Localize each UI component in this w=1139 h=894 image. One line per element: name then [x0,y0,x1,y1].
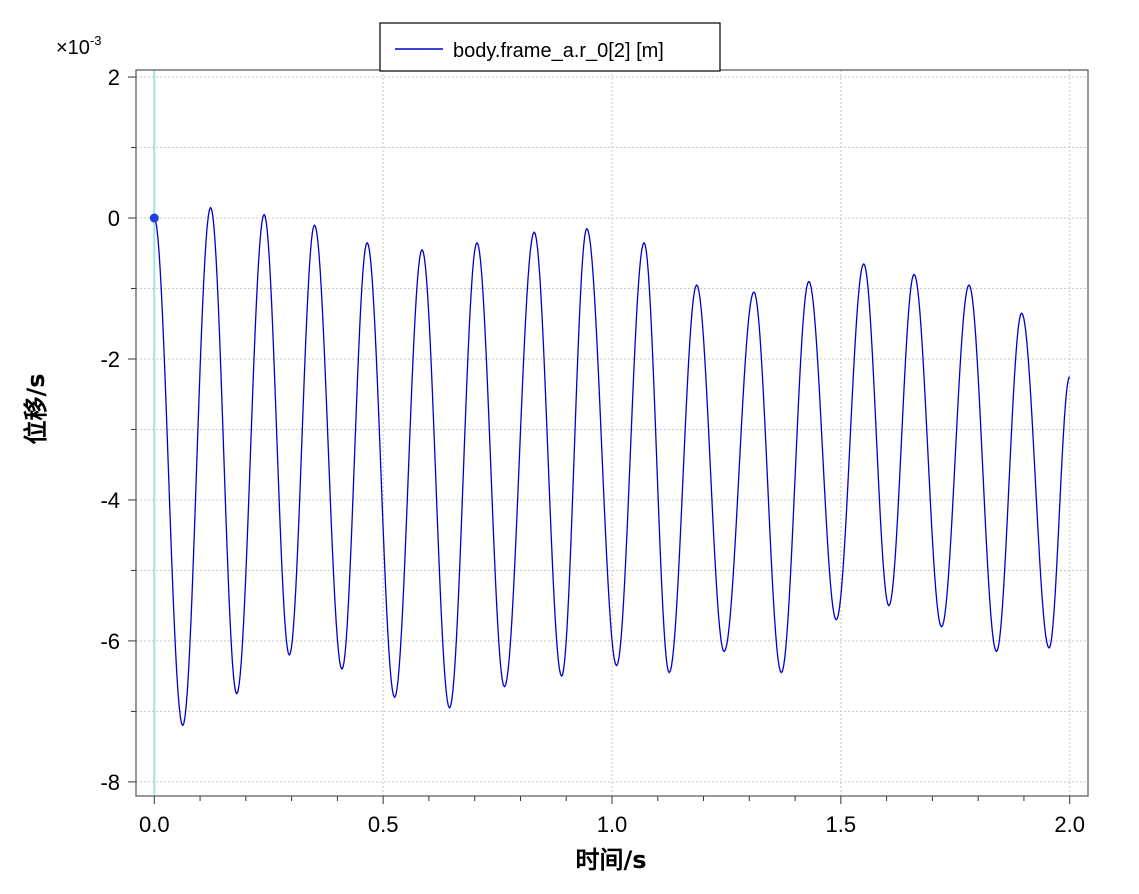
x-tick-label: 0.5 [368,812,399,837]
y-tick-label: 0 [108,206,120,231]
y-tick-label: -4 [100,488,120,513]
x-tick-label: 1.0 [597,812,628,837]
grid [136,70,1088,796]
legend-label: body.frame_a.r_0[2] [m] [453,40,664,62]
y-multiplier-exponent: -3 [90,33,102,48]
y-tick-label: -6 [100,629,120,654]
legend-box [379,22,721,72]
x-axis-title: 时间/s [575,846,646,874]
y-tick-label: -2 [100,347,120,372]
x-tick-label: 0.0 [139,812,170,837]
y-multiplier-base: ×10 [56,37,90,59]
y-tick-label: 2 [108,65,120,90]
axis-ticks [128,76,1071,804]
series-line [153,206,1071,727]
y-multiplier: ×10-3 [56,33,102,59]
y-tick-label: -8 [100,770,120,795]
x-tick-label: 1.5 [826,812,857,837]
cursor-marker[interactable] [149,213,159,223]
tick-labels: 2 0 -2 -4 -6 -8 0.0 0.5 1.0 1.5 2.0 [100,65,1085,837]
y-axis-title: 位移/s [22,373,50,444]
x-tick-label: 2.0 [1054,812,1085,837]
legend[interactable]: body.frame_a.r_0[2] [m] [379,22,721,72]
